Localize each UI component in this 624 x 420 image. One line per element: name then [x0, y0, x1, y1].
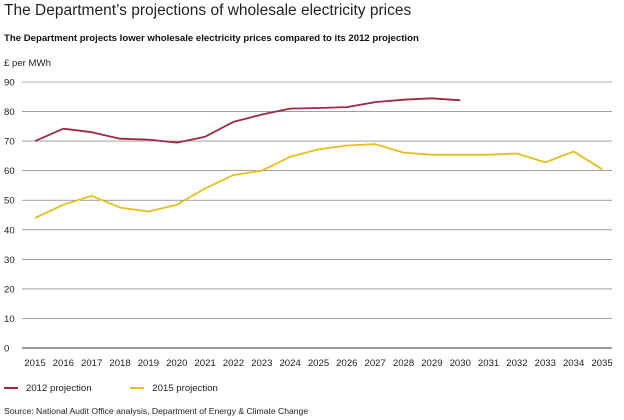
y-tick-label: 0 — [4, 344, 9, 355]
y-tick-label: 50 — [4, 196, 15, 207]
y-tick-label: 90 — [4, 78, 15, 89]
legend-swatch-2012 — [4, 387, 18, 389]
x-tick-label: 2030 — [450, 358, 471, 369]
x-tick-label: 2034 — [563, 358, 585, 369]
x-tick-label: 2026 — [336, 358, 357, 369]
series-lines — [34, 97, 603, 219]
legend-item-2015: 2015 projection — [130, 383, 218, 394]
y-tick-label: 60 — [4, 166, 15, 177]
x-tick-label: 2032 — [506, 358, 527, 369]
x-tick-label: 2027 — [365, 358, 386, 369]
chart-subtitle: The Department projects lower wholesale … — [4, 33, 419, 44]
legend-label-2015: 2015 projection — [152, 382, 218, 394]
y-tick-label: 20 — [4, 284, 15, 295]
x-tick-label: 2021 — [194, 358, 215, 369]
x-tick-label: 2029 — [421, 358, 442, 369]
y-tick-labels: 0 10 20 30 40 50 60 70 80 90 — [4, 78, 15, 355]
chart-title: The Department’s projections of wholesal… — [4, 2, 412, 19]
y-tick-label: 80 — [4, 107, 15, 118]
source-note: Source: National Audit Office analysis, … — [4, 406, 309, 416]
legend-swatch-2015 — [130, 387, 145, 389]
legend-label-2012: 2012 projection — [26, 382, 92, 394]
x-tick-label: 2017 — [81, 358, 102, 369]
x-tick-label: 2016 — [53, 358, 74, 369]
y-axis-label: £ per MWh — [4, 58, 51, 69]
x-tick-label: 2019 — [138, 358, 159, 369]
x-tick-label: 2020 — [166, 358, 187, 369]
x-tick-label: 2015 — [24, 358, 45, 369]
x-tick-label: 2023 — [251, 358, 272, 369]
x-tick-label: 2033 — [535, 358, 556, 369]
legend-item-2012: 2012 projection — [4, 383, 92, 394]
y-tick-label: 40 — [4, 225, 15, 236]
series-line-2015-projection — [34, 143, 603, 219]
x-tick-label: 2018 — [109, 358, 130, 369]
x-tick-label: 2022 — [223, 358, 244, 369]
gridlines — [22, 81, 612, 349]
x-tick-label: 2024 — [279, 358, 301, 369]
y-tick-label: 70 — [4, 137, 15, 148]
y-tick-label: 10 — [4, 314, 15, 325]
y-tick-label: 30 — [4, 255, 15, 266]
legend: 2012 projection 2015 projection — [4, 381, 254, 394]
x-tick-label: 2028 — [393, 358, 414, 369]
x-tick-label: 2031 — [478, 358, 499, 369]
series-line-2012-projection — [34, 97, 461, 144]
x-tick-label: 2025 — [308, 358, 329, 369]
x-tick-labels: 2015 2016 2017 2018 2019 2020 2021 2022 2023 2024… — [24, 358, 612, 369]
x-tick-label: 2035 — [591, 358, 612, 369]
